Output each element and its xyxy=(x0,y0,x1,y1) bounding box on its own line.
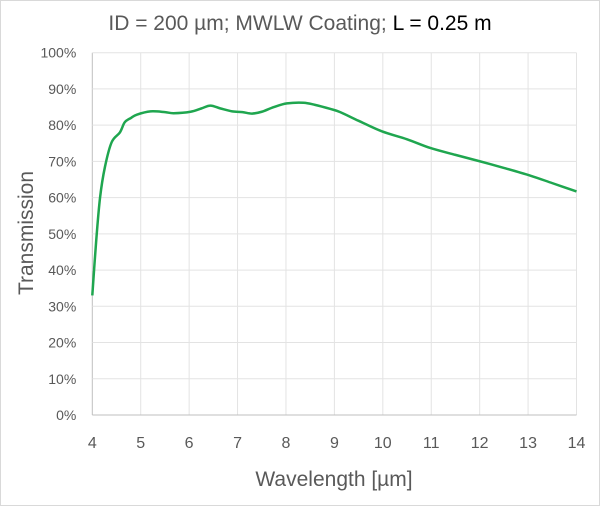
x-tick-label: 8 xyxy=(282,435,291,452)
y-tick-label: 50% xyxy=(48,226,76,242)
x-tick-label: 4 xyxy=(88,435,97,452)
y-tick-label: 90% xyxy=(48,81,76,97)
y-tick-label: 60% xyxy=(48,190,76,206)
chart-title-main: ID = 200 µm; MWLW Coating; xyxy=(108,12,393,35)
x-tick-label: 6 xyxy=(185,435,194,452)
y-tick-label: 70% xyxy=(48,153,76,169)
x-tick-label: 12 xyxy=(471,435,489,452)
y-tick-label: 20% xyxy=(48,335,76,351)
x-tick-label: 7 xyxy=(233,435,242,452)
chart-title: ID = 200 µm; MWLW Coating; L = 0.25 m xyxy=(0,12,600,36)
y-tick-label: 30% xyxy=(48,298,76,314)
y-tick-label: 80% xyxy=(48,117,76,133)
y-tick-label: 10% xyxy=(48,371,76,387)
x-axis-label: Wavelength [µm] xyxy=(255,468,412,491)
chart-title-highlight: L = 0.25 m xyxy=(392,12,492,35)
x-tick-label: 5 xyxy=(136,435,145,452)
x-tick-label: 10 xyxy=(374,435,392,452)
series-line xyxy=(91,101,577,296)
x-tick-label: 11 xyxy=(423,435,440,452)
y-tick-label: 100% xyxy=(40,45,76,61)
x-tick-label: 9 xyxy=(330,435,339,452)
y-tick-label: 40% xyxy=(48,262,76,278)
y-tick-label: 0% xyxy=(56,407,76,423)
y-axis-label: Transmission xyxy=(15,171,38,295)
x-tick-label: 13 xyxy=(519,435,537,452)
x-tick-label: 14 xyxy=(568,435,586,452)
